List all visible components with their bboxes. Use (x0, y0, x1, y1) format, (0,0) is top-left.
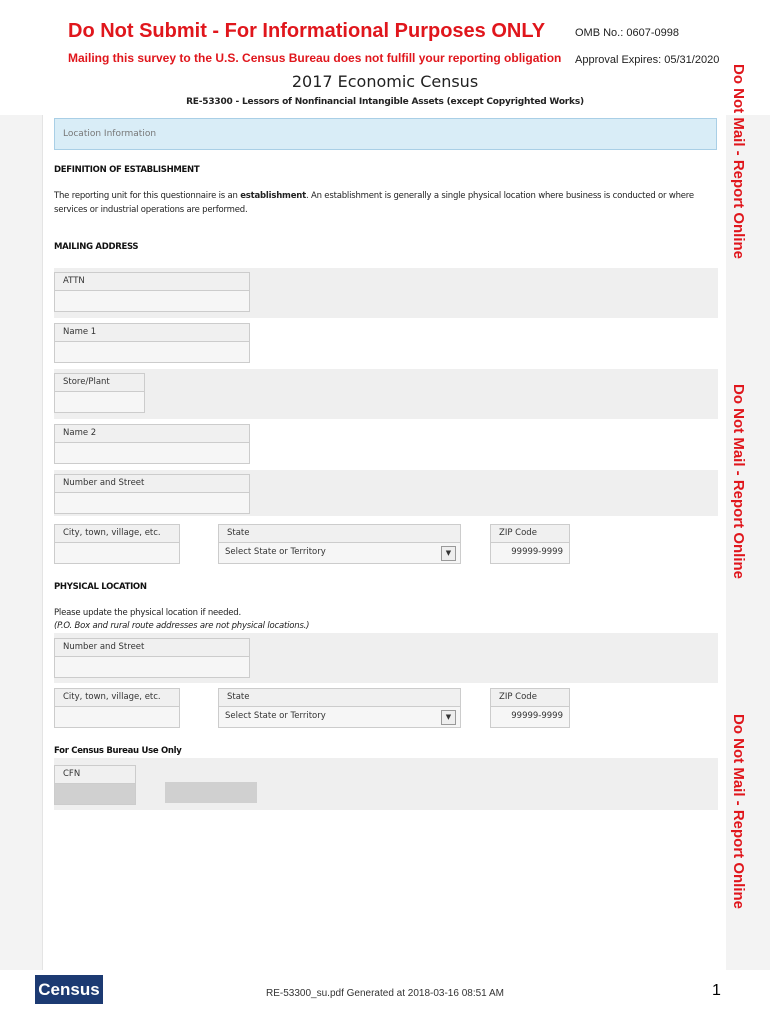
mailing-heading: MAILING ADDRESS (54, 242, 139, 252)
watermark-2: Do Not Mail - Report Online (730, 384, 747, 579)
page-number: 1 (712, 982, 721, 999)
field-label: Name 1 (55, 324, 249, 342)
field-label: ZIP Code (491, 689, 569, 707)
chevron-down-icon[interactable]: ▼ (441, 546, 456, 561)
physical-heading: PHYSICAL LOCATION (54, 582, 147, 592)
definition-text: The reporting unit for this questionnair… (54, 189, 719, 217)
form-title: RE-53300 - Lessors of Nonfinancial Intan… (186, 97, 584, 107)
field-label: City, town, village, etc. (55, 525, 179, 543)
phys-city-input[interactable] (55, 707, 179, 727)
watermark-3: Do Not Mail - Report Online (730, 714, 747, 909)
field-label: State (219, 689, 460, 707)
text: The reporting unit for this questionnair… (54, 191, 241, 201)
approval-expires: Approval Expires: 05/31/2020 (575, 54, 720, 66)
field-label: ZIP Code (491, 525, 569, 543)
attn-input[interactable] (55, 291, 249, 311)
warning-subtitle: Mailing this survey to the U.S. Census B… (68, 51, 562, 65)
phys-zip-input[interactable]: 99999-9999 (491, 707, 569, 727)
field-label: Name 2 (55, 425, 249, 443)
warning-title: Do Not Submit - For Informational Purpos… (68, 20, 546, 42)
store-field[interactable]: Store/Plant (54, 373, 145, 413)
row-band (54, 369, 718, 419)
phys-zip-field[interactable]: ZIP Code 99999-9999 (490, 688, 570, 728)
store-input[interactable] (55, 392, 144, 412)
zip-field[interactable]: ZIP Code 99999-9999 (490, 524, 570, 564)
street-input[interactable] (55, 493, 249, 513)
phys-state-select[interactable]: Select State or Territory ▼ (219, 707, 460, 727)
field-label: CFN (55, 766, 135, 784)
field-label: State (219, 525, 460, 543)
section-header: Location Information (54, 118, 717, 150)
phys-street-input[interactable] (55, 657, 249, 677)
name2-input[interactable] (55, 443, 249, 463)
field-label: Number and Street (55, 639, 249, 657)
phys-city-field[interactable]: City, town, village, etc. (54, 688, 180, 728)
bold-term: establishment (240, 191, 306, 201)
state-value: Select State or Territory (225, 711, 326, 721)
name2-field[interactable]: Name 2 (54, 424, 250, 464)
cfn-field: CFN (54, 765, 136, 805)
phys-state-field[interactable]: State Select State or Territory ▼ (218, 688, 461, 728)
census-title: 2017 Economic Census (291, 72, 479, 91)
street-field[interactable]: Number and Street (54, 474, 250, 514)
definition-heading: DEFINITION OF ESTABLISHMENT (54, 165, 200, 175)
physical-note-italic: (P.O. Box and rural route addresses are … (54, 621, 310, 631)
page-margin-left (0, 115, 42, 970)
bureau-heading: For Census Bureau Use Only (54, 746, 182, 756)
chevron-down-icon[interactable]: ▼ (441, 710, 456, 725)
name1-field[interactable]: Name 1 (54, 323, 250, 363)
page-margin-right (725, 115, 770, 970)
text: . An establishment is generally a single… (54, 191, 694, 215)
field-label: Store/Plant (55, 374, 144, 392)
name1-input[interactable] (55, 342, 249, 362)
state-select[interactable]: Select State or Territory ▼ (219, 543, 460, 563)
city-input[interactable] (55, 543, 179, 563)
cfn-input (55, 784, 135, 804)
field-label: Number and Street (55, 475, 249, 493)
watermark-1: Do Not Mail - Report Online (730, 64, 747, 259)
field-label: ATTN (55, 273, 249, 291)
phys-street-field[interactable]: Number and Street (54, 638, 250, 678)
physical-note: Please update the physical location if n… (54, 608, 241, 618)
omb-number: OMB No.: 0607-0998 (575, 27, 679, 39)
state-field[interactable]: State Select State or Territory ▼ (218, 524, 461, 564)
zip-input[interactable]: 99999-9999 (491, 543, 569, 563)
census-logo: Census (35, 975, 103, 1004)
cfn-extra-input (165, 782, 257, 803)
state-value: Select State or Territory (225, 547, 326, 557)
row-band (54, 758, 718, 810)
footer-text: RE-53300_su.pdf Generated at 2018-03-16 … (266, 988, 504, 999)
city-field[interactable]: City, town, village, etc. (54, 524, 180, 564)
attn-field[interactable]: ATTN (54, 272, 250, 312)
field-label: City, town, village, etc. (55, 689, 179, 707)
